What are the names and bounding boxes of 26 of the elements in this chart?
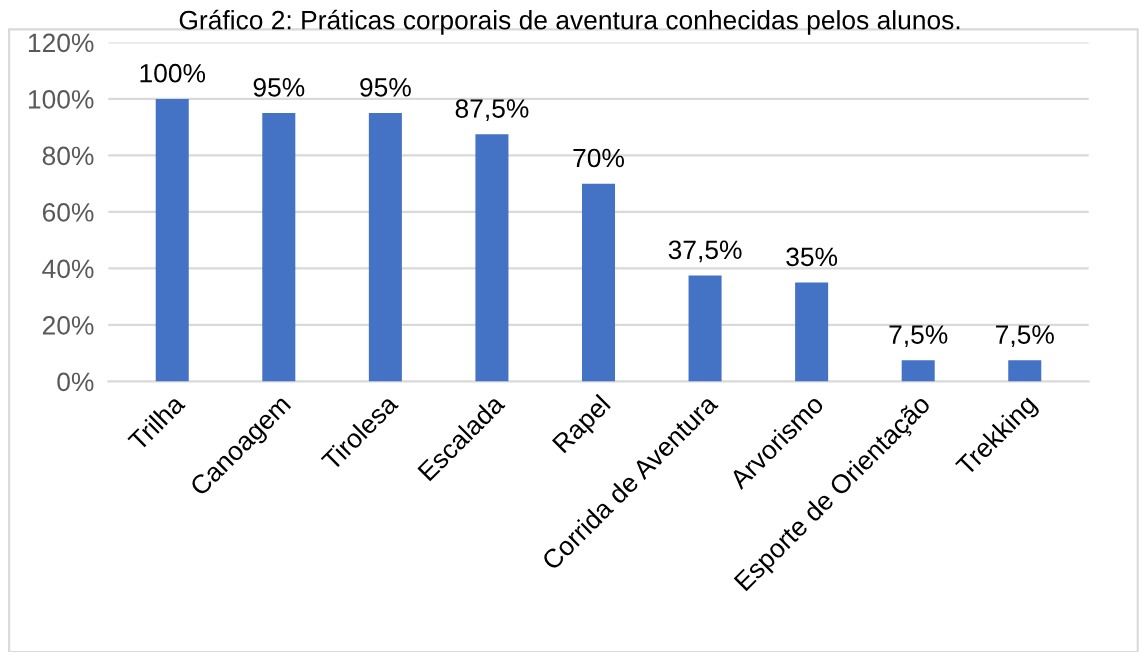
bar [475, 134, 509, 382]
bar [581, 183, 616, 382]
data-label: 87,5% [455, 99, 529, 121]
data-label: 35% [786, 247, 838, 267]
y-tick-label: 40% [42, 259, 94, 279]
y-tick-label: 60% [42, 203, 94, 222]
data-label: 7,5% [996, 325, 1054, 348]
bar [1008, 360, 1042, 382]
bar [262, 113, 296, 382]
bar [688, 275, 722, 382]
data-label: 37,5% [668, 240, 742, 263]
data-label: 100% [140, 63, 206, 83]
bar [155, 98, 189, 382]
data-label: 95% [360, 78, 411, 97]
y-tick-label: 0% [57, 372, 94, 392]
data-label: 95% [253, 78, 305, 97]
data-label: 70% [573, 148, 624, 168]
y-tick-label: 80% [42, 146, 94, 166]
chart-title: Gráfico 2: Práticas corporais de aventura conhecidas pelos alunos. [179, 9, 960, 35]
y-tick-label: 20% [42, 316, 94, 335]
bar [901, 360, 935, 382]
bar [795, 282, 829, 382]
y-tick-label: 120% [28, 33, 94, 53]
data-label: 7,5% [889, 325, 948, 348]
y-tick-label: 100% [28, 90, 94, 109]
bar [368, 113, 402, 382]
